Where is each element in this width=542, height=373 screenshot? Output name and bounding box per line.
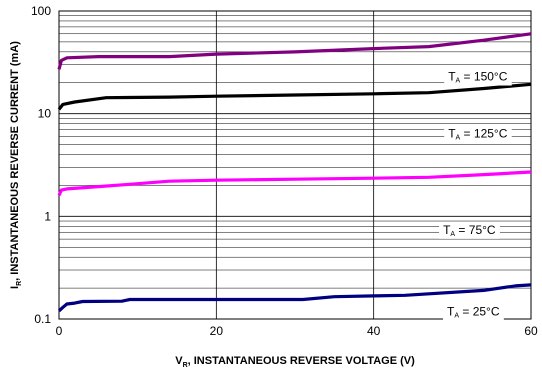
series-label-rest: = 25°C: [459, 305, 500, 319]
series-label-main: T: [448, 127, 456, 141]
series-label-sub: A: [456, 78, 461, 85]
y-axis-title-sub: R: [16, 281, 23, 286]
grid-lines: [59, 11, 531, 319]
y-tick-label: 0.1: [34, 312, 51, 326]
x-axis-title: VR, INSTANTANEOUS REVERSE VOLTAGE (V): [175, 355, 415, 369]
y-tick-label: 100: [31, 4, 51, 18]
series-label-0: TA = 150°C: [448, 70, 508, 85]
tick-labels: 0 20 40 60 0.1 1 10 100: [31, 4, 538, 338]
series-label-main: T: [443, 223, 451, 237]
series-label-1: TA = 125°C: [448, 127, 508, 142]
series-label-sub: A: [450, 231, 455, 238]
x-tick-label: 20: [210, 324, 224, 338]
series-label-rest: = 125°C: [460, 127, 507, 141]
x-tick-label: 0: [56, 324, 63, 338]
series-label-2: TA = 75°C: [443, 223, 496, 238]
series-label-bg-0: [444, 68, 512, 86]
series-label-sub: A: [454, 313, 459, 320]
y-axis-title: IR, INSTANTANEOUS REVERSE CURRENT (mA): [9, 41, 23, 289]
x-axis-title-rest: , INSTANTANEOUS REVERSE VOLTAGE (V): [188, 355, 415, 367]
y-axis-title-main: I: [9, 286, 21, 289]
x-axis-title-sub: R: [183, 362, 188, 369]
plot-frame: [58, 10, 532, 320]
series-label-bg-2: [439, 221, 500, 239]
series-line-1: [57, 82, 532, 111]
series-line-0: [57, 32, 532, 70]
series-labels: TA = 150°CTA = 125°CTA = 75°CTA = 25°C: [439, 68, 512, 321]
x-axis-title-main: V: [175, 355, 183, 367]
data-series: [57, 32, 532, 313]
x-tick-label: 40: [367, 324, 381, 338]
series-label-main: T: [447, 305, 455, 319]
y-axis-title-rest: , INSTANTANEOUS REVERSE CURRENT (mA): [9, 41, 21, 281]
series-label-bg-3: [443, 303, 504, 321]
series-label-sub: A: [456, 135, 461, 142]
series-label-main: T: [448, 70, 456, 84]
series-label-rest: = 150°C: [460, 70, 507, 84]
y-tick-label: 1: [44, 209, 51, 223]
series-label-rest: = 75°C: [455, 223, 496, 237]
series-line-2: [57, 170, 532, 197]
series-label-bg-1: [444, 125, 512, 143]
series-line-3: [57, 283, 532, 313]
y-tick-label: 10: [38, 107, 52, 121]
series-label-3: TA = 25°C: [447, 305, 500, 320]
x-tick-label: 60: [524, 324, 538, 338]
